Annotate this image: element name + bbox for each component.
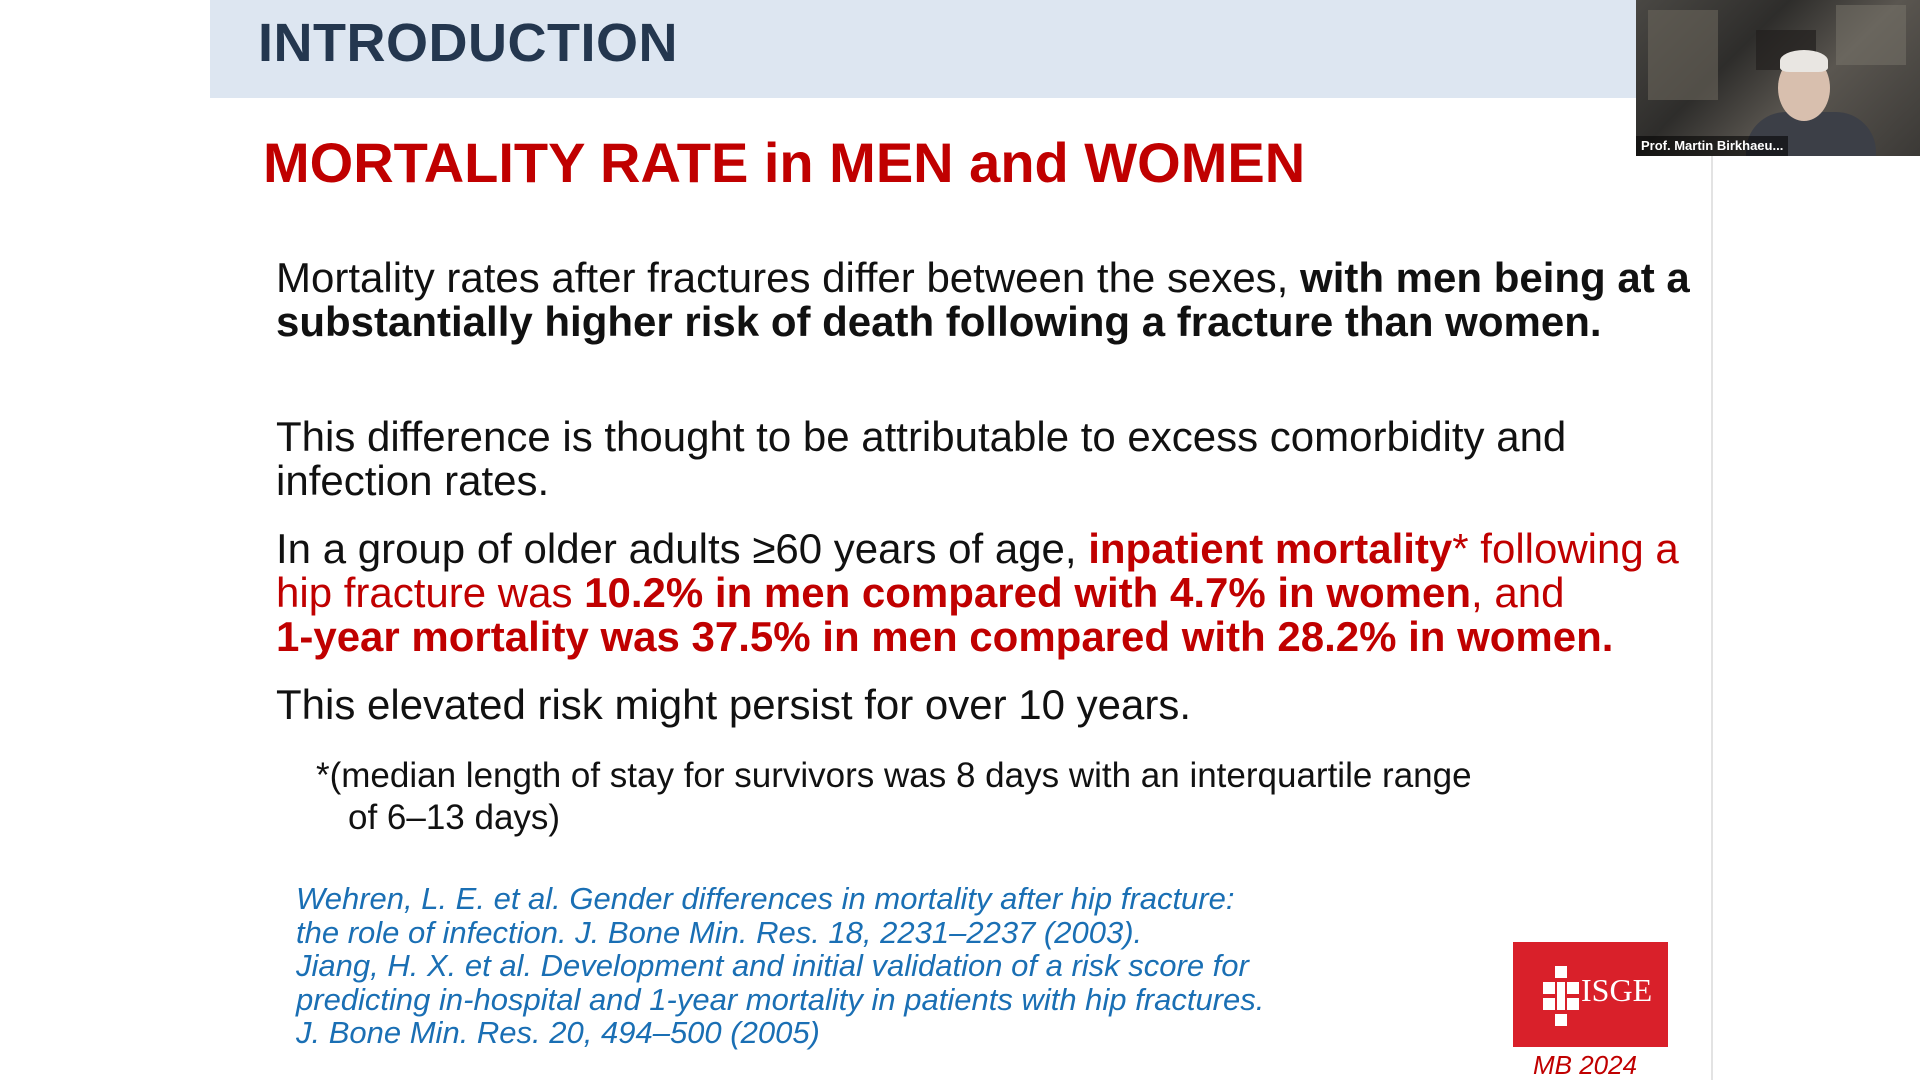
footnote: *(median length of stay for survivors wa… bbox=[316, 755, 1656, 839]
isge-logo-text: ISGE bbox=[1581, 972, 1653, 1008]
reference-line: the role of infection. J. Bone Min. Res.… bbox=[296, 914, 1143, 950]
paragraph-sex-difference: Mortality rates after fractures differ b… bbox=[276, 256, 1696, 344]
section-title: INTRODUCTION bbox=[258, 13, 678, 73]
paragraph-text: Mortality rates after fractures differ b… bbox=[276, 254, 1301, 301]
participant-figure bbox=[1780, 50, 1828, 72]
paragraph-comorbidity: This difference is thought to be attribu… bbox=[276, 413, 1567, 504]
isge-cross-icon bbox=[1543, 966, 1579, 1026]
participant-video-tile[interactable]: Prof. Martin Birkhaeu... bbox=[1636, 0, 1920, 156]
reference-line: Wehren, L. E. et al. Gender differences … bbox=[296, 881, 1235, 916]
paragraph-mortality-stats: In a group of older adults ≥60 years of … bbox=[276, 527, 1696, 659]
footnote-line: of 6–13 days) bbox=[348, 798, 561, 837]
reference-line: J. Bone Min. Res. 20, 494–500 (2005) bbox=[296, 1015, 820, 1050]
inpatient-mortality-label: inpatient mortality bbox=[1088, 525, 1453, 572]
paragraph-emphasis: with men being at a substantially higher… bbox=[276, 254, 1690, 345]
slide-footer-year: MB 2024 bbox=[1533, 1050, 1638, 1080]
one-year-mortality-stat: 1-year mortality was 37.5% in men compar… bbox=[276, 613, 1614, 660]
isge-logo: ISGE bbox=[1513, 942, 1668, 1047]
paragraph-text-red: , and bbox=[1471, 569, 1565, 616]
slide-divider bbox=[1711, 156, 1713, 1080]
inpatient-mortality-stat: 10.2% in men compared with 4.7% in women bbox=[584, 569, 1472, 616]
paragraph-persistence: This elevated risk might persist for ove… bbox=[276, 681, 1192, 728]
video-background bbox=[1648, 10, 1718, 100]
paragraph-text: In a group of older adults ≥60 years of … bbox=[276, 525, 1089, 572]
slide-title: MORTALITY RATE in MEN and WOMEN bbox=[263, 131, 1306, 194]
references: Wehren, L. E. et al. Gender differences … bbox=[296, 882, 1396, 1050]
paragraph-text-red: * following a hip fracture was bbox=[276, 525, 1679, 616]
video-background bbox=[1836, 5, 1906, 65]
reference-line: predicting in-hospital and 1-year mortal… bbox=[296, 981, 1265, 1017]
reference-line: Jiang, H. X. et al. Development and init… bbox=[296, 948, 1249, 983]
footnote-line: *(median length of stay for survivors wa… bbox=[316, 756, 1472, 795]
slide-header-band bbox=[210, 0, 1636, 98]
participant-name-label: Prof. Martin Birkhaeu... bbox=[1636, 136, 1789, 156]
